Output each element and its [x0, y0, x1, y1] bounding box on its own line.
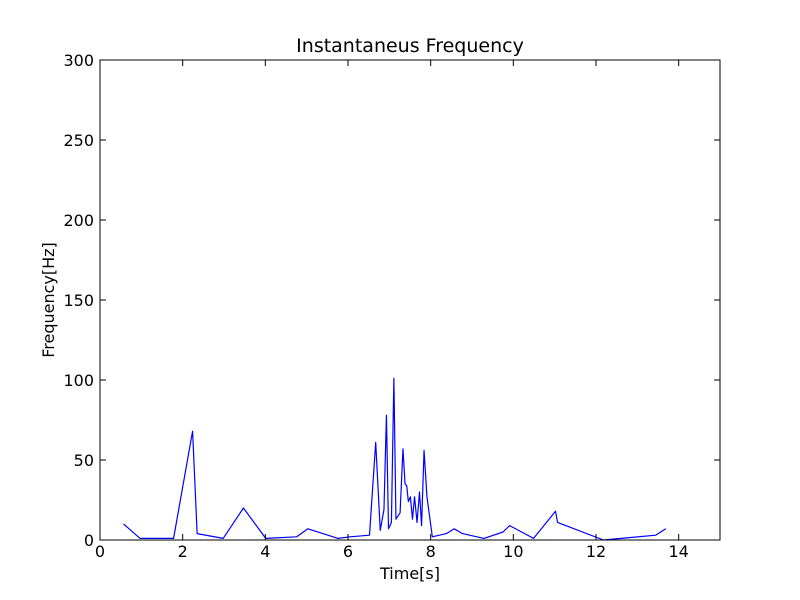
- series-line: [123, 377, 667, 541]
- x-tick-label: 2: [178, 542, 188, 561]
- y-tick-label: 0: [84, 531, 94, 550]
- x-tick-label: 4: [260, 542, 270, 561]
- x-tick-label: 8: [426, 542, 436, 561]
- y-tick-label: 50: [74, 451, 94, 470]
- y-tick-label: 150: [63, 291, 94, 310]
- y-tick-label: 300: [63, 51, 94, 70]
- x-tick-label: 10: [503, 542, 523, 561]
- y-tick-label: 200: [63, 211, 94, 230]
- series-layer: [123, 377, 667, 541]
- plot-frame: [99, 59, 721, 541]
- x-tick-label: 6: [343, 542, 353, 561]
- x-tick-label: 12: [586, 542, 606, 561]
- y-tick-label: 100: [63, 371, 94, 390]
- chart-title: Instantaneus Frequency: [296, 35, 524, 57]
- x-tick-label: 14: [668, 542, 688, 561]
- x-tick-label: 0: [95, 542, 105, 561]
- y-tick-label: 250: [63, 131, 94, 150]
- x-axis-label: Time[s]: [379, 564, 440, 583]
- y-axis-label: Frequency[Hz]: [39, 242, 58, 358]
